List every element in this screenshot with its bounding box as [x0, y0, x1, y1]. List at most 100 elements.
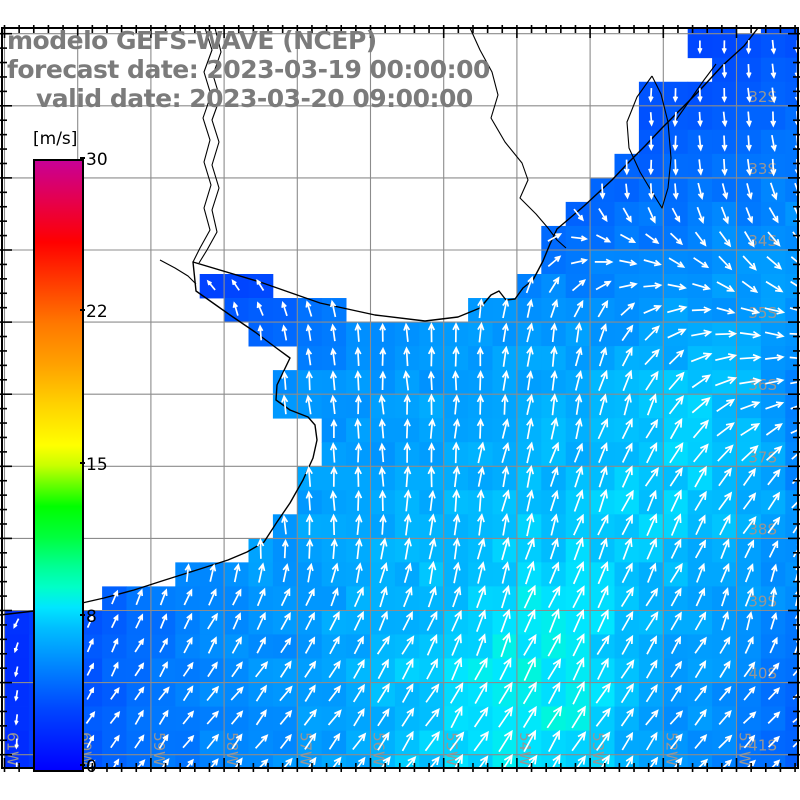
wind-arrow	[353, 635, 364, 655]
wind-arrow	[281, 394, 289, 415]
wind-arrow	[329, 513, 338, 536]
wind-arrow	[355, 562, 363, 583]
wind-arrow	[85, 711, 96, 724]
wind-arrow	[597, 609, 609, 633]
wind-arrow	[230, 710, 244, 725]
wind-arrow	[476, 609, 487, 633]
wind-arrow	[134, 638, 145, 653]
wind-arrow	[744, 586, 754, 607]
wind-arrow	[547, 233, 563, 242]
wind-arrow	[476, 585, 487, 609]
lagoon-outline	[675, 63, 717, 121]
wind-arrow	[647, 562, 657, 583]
wind-arrow	[501, 369, 510, 391]
wind-arrow	[621, 634, 634, 655]
map-frame	[1, 27, 799, 769]
wind-arrow	[550, 345, 558, 367]
wind-arrow	[526, 370, 534, 391]
wind-arrow	[598, 369, 608, 392]
wind-arrow	[304, 684, 316, 702]
wind-arrow	[501, 513, 510, 536]
wind-arrow	[501, 489, 511, 512]
wind-arrow	[721, 158, 728, 177]
wind-arrow	[502, 753, 513, 768]
speed-cell	[687, 754, 713, 768]
wind-arrow	[691, 396, 711, 414]
wind-arrow	[474, 657, 488, 681]
wind-arrow	[379, 370, 387, 391]
colorbar-tick-mark	[80, 462, 85, 464]
model-title: modelo GEFS-WAVE (NCEP)	[7, 26, 377, 55]
wind-arrow	[671, 207, 681, 223]
wind-arrow	[549, 441, 560, 464]
wind-arrow	[355, 537, 363, 560]
wind-arrow	[742, 492, 757, 510]
wind-arrow	[621, 442, 633, 463]
wind-arrow	[208, 588, 217, 606]
wind-arrow	[14, 714, 19, 726]
wind-arrow	[792, 737, 798, 748]
colorbar-tick-mark	[80, 614, 85, 616]
wind-arrow	[86, 637, 94, 653]
wind-arrow	[502, 298, 510, 319]
wind-arrow	[134, 709, 144, 725]
wind-arrow	[672, 183, 679, 200]
wind-arrow	[550, 298, 559, 318]
wind-arrow	[620, 682, 634, 704]
wind-arrow	[429, 756, 440, 768]
wind-arrow	[573, 299, 584, 318]
wind-arrow	[14, 690, 19, 702]
wind-arrow	[767, 516, 781, 534]
wind-arrow	[694, 685, 708, 702]
wind-arrow	[304, 636, 316, 654]
speed-cell	[199, 754, 225, 768]
wind-arrow	[110, 661, 119, 677]
speed-cell	[4, 754, 30, 768]
wind-arrow	[765, 423, 783, 436]
wind-arrow	[790, 429, 798, 434]
wind-arrow	[233, 562, 241, 583]
wind-arrow	[111, 589, 119, 605]
speed-cell	[687, 28, 713, 35]
wind-arrow	[719, 514, 731, 536]
wind-arrow	[500, 631, 511, 658]
wind-arrow	[621, 610, 634, 631]
wind-arrow	[330, 323, 337, 342]
wind-arrow	[621, 417, 633, 440]
wind-arrow	[378, 394, 386, 415]
wind-arrow	[526, 464, 535, 488]
wind-arrow	[670, 635, 682, 655]
wind-arrow	[767, 468, 781, 486]
wind-arrow	[718, 231, 732, 248]
wind-arrow	[451, 633, 462, 656]
wind-arrow	[403, 418, 411, 439]
wind-arrow	[669, 417, 683, 440]
wind-arrow	[424, 731, 440, 752]
colorbar-tick-label: 22	[86, 302, 108, 322]
wind-arrow	[697, 88, 703, 103]
wind-arrow	[232, 301, 239, 316]
wind-arrow	[694, 660, 707, 679]
wind-arrow	[307, 756, 317, 768]
wind-arrow	[718, 709, 732, 725]
latitude-label: 34S	[748, 232, 777, 250]
wind-arrow	[746, 611, 754, 631]
wind-arrow	[770, 63, 777, 80]
wind-arrow	[159, 637, 168, 653]
wind-arrow	[694, 734, 708, 749]
wind-arrow	[550, 513, 559, 536]
wind-arrow	[743, 686, 756, 701]
wind-arrow	[258, 562, 266, 583]
wind-arrow	[329, 635, 340, 655]
wind-arrow	[766, 256, 783, 270]
wind-arrow	[428, 560, 437, 585]
wind-arrow	[161, 758, 170, 768]
wind-arrow	[770, 87, 777, 104]
wind-arrow	[403, 586, 413, 608]
latitude-label: 36S	[748, 376, 777, 394]
wind-arrow	[573, 442, 584, 463]
wind-arrow	[231, 279, 240, 291]
wind-arrow	[207, 612, 218, 630]
wind-arrow	[792, 231, 798, 244]
wind-arrow	[258, 758, 269, 768]
